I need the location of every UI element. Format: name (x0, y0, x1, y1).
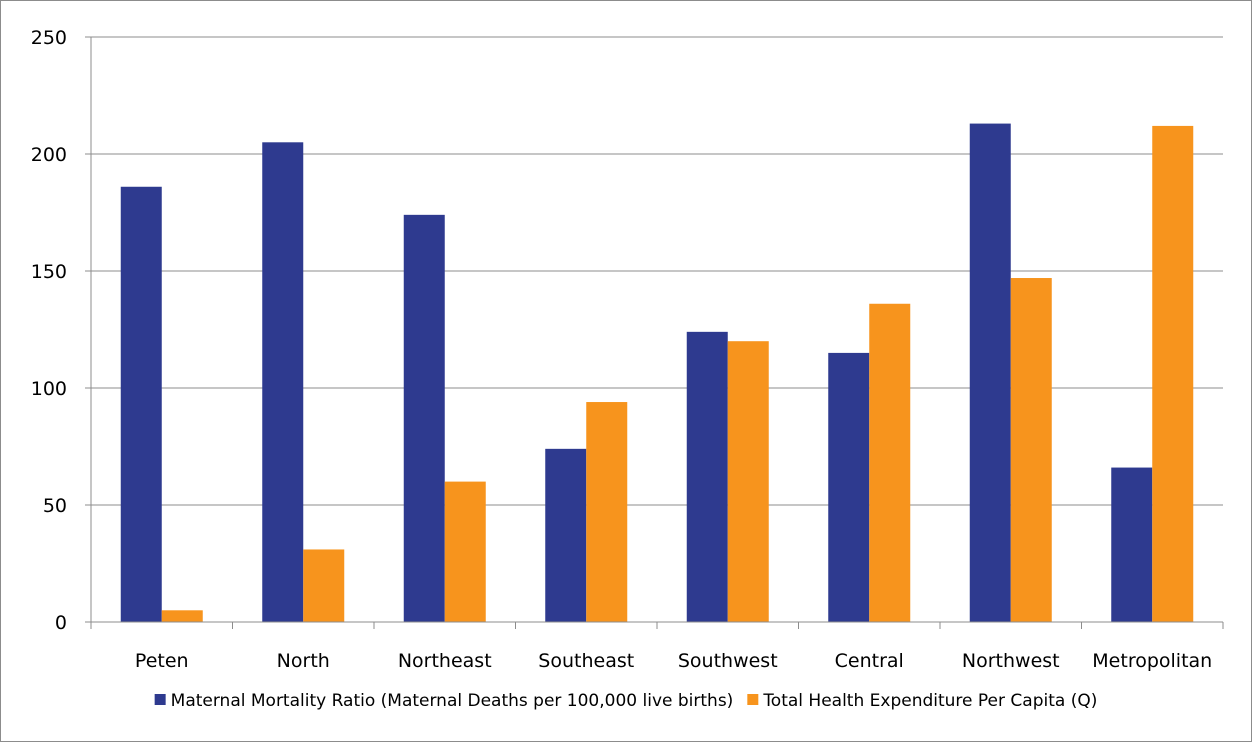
x-tick-label: Southwest (678, 650, 778, 672)
bars (120, 123, 1194, 623)
bar-health-expenditure-southwest (727, 341, 769, 622)
legend-item-health-expenditure: Total Health Expenditure Per Capita (Q) (747, 691, 1097, 711)
bar-health-expenditure-north (303, 549, 345, 622)
y-tick-label: 250 (31, 27, 67, 49)
bar-health-expenditure-peten (161, 610, 203, 622)
legend-swatch (747, 694, 759, 705)
legend-label: Total Health Expenditure Per Capita (Q) (762, 691, 1097, 711)
x-tick-label: Central (835, 650, 904, 672)
y-tick-label: 50 (43, 495, 67, 517)
bar-health-expenditure-southeast (586, 402, 628, 622)
bar-health-expenditure-northwest (1010, 278, 1052, 622)
bar-maternal-mortality-central (828, 352, 870, 622)
x-axis-ticks: Peten North Northeast Southeast Southwest Cen… (135, 650, 1212, 672)
y-tick-label: 150 (31, 261, 67, 283)
y-tick-label: 0 (55, 612, 67, 634)
y-axis-ticks: 0 50 100 150 200 250 (31, 27, 91, 634)
legend: Maternal Mortality Ratio (Maternal Death… (154, 691, 1097, 711)
legend-label: Maternal Mortality Ratio (Maternal Death… (171, 691, 734, 711)
x-tick-label: Northeast (398, 650, 492, 672)
bar-maternal-mortality-north (262, 142, 304, 623)
bar-maternal-mortality-southeast (545, 448, 587, 622)
y-tick-label: 200 (31, 144, 67, 166)
x-tick-label: North (277, 650, 330, 672)
gridlines (90, 36, 1223, 622)
bar-maternal-mortality-southwest (686, 331, 728, 622)
bar-maternal-mortality-northeast (403, 214, 445, 622)
bar-health-expenditure-metropolitan (1152, 125, 1194, 623)
bar-maternal-mortality-northwest (969, 123, 1011, 622)
x-axis (90, 621, 1224, 629)
x-tick-label: Northwest (962, 650, 1060, 672)
bar-health-expenditure-northeast (444, 481, 486, 622)
bar-maternal-mortality-peten (120, 186, 162, 622)
legend-swatch (154, 694, 166, 705)
bar-health-expenditure-central (869, 303, 911, 622)
bar-maternal-mortality-metropolitan (1111, 467, 1153, 622)
x-tick-label: Southeast (538, 650, 634, 672)
x-tick-label: Metropolitan (1092, 650, 1212, 672)
x-tick-label: Peten (135, 650, 189, 672)
y-tick-label: 100 (31, 378, 67, 400)
legend-item-maternal-mortality: Maternal Mortality Ratio (Maternal Death… (154, 691, 734, 711)
